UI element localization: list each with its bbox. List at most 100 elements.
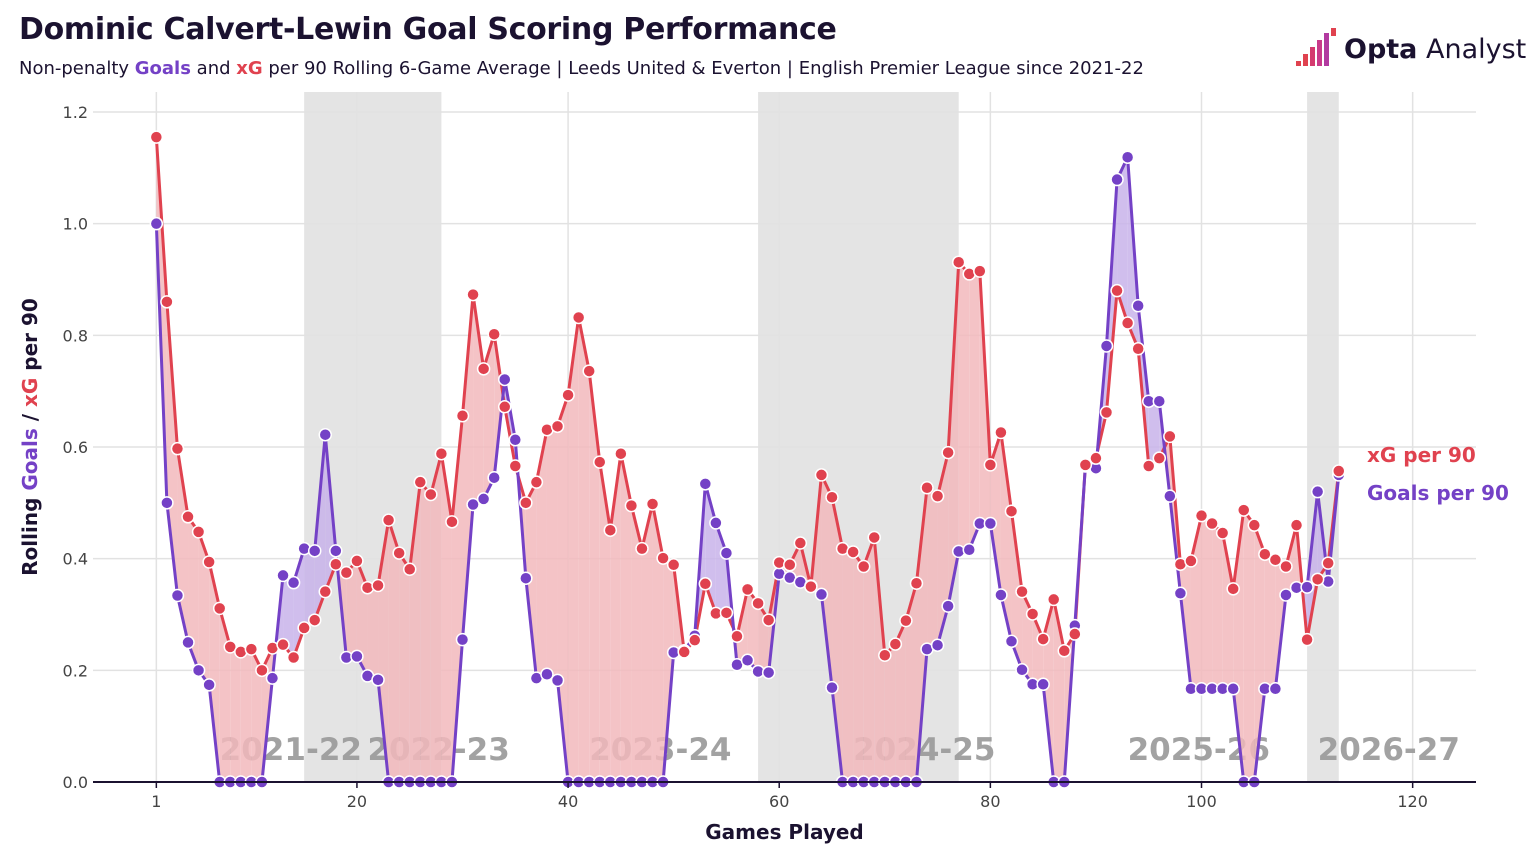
xg-point-104 bbox=[1236, 503, 1251, 517]
subtitle-xg-word: xG bbox=[236, 58, 263, 79]
fill-segment-27 bbox=[441, 453, 452, 782]
xg-point-37 bbox=[529, 475, 544, 489]
xg-series-label: xG per 90 bbox=[1367, 443, 1476, 467]
xg-point-26 bbox=[413, 475, 428, 489]
goals-point-94 bbox=[1131, 298, 1145, 313]
xg-point-71 bbox=[888, 637, 903, 651]
fill-segment-43 bbox=[610, 453, 621, 782]
fill-segment-7 bbox=[230, 646, 241, 782]
goals-point-55 bbox=[719, 546, 734, 560]
xg-point-43 bbox=[592, 455, 607, 469]
xg-point-25 bbox=[402, 562, 417, 577]
goals-point-110 bbox=[1300, 580, 1314, 594]
goals-point-32 bbox=[476, 492, 491, 506]
fill-segment-15 bbox=[314, 434, 326, 621]
xg-point-8 bbox=[223, 640, 237, 654]
xg-point-102 bbox=[1215, 526, 1230, 540]
xg-point-30 bbox=[455, 408, 470, 423]
fill-segment-39 bbox=[568, 317, 579, 782]
goals-point-107 bbox=[1268, 682, 1283, 696]
x-tick-label-1: 1 bbox=[151, 792, 161, 811]
fill-segment-105 bbox=[1264, 554, 1276, 689]
xg-point-31 bbox=[466, 287, 480, 302]
xg-point-32 bbox=[476, 362, 491, 376]
fill-segment-55 bbox=[736, 589, 748, 665]
fill-segment-56 bbox=[747, 589, 759, 672]
xg-point-70 bbox=[878, 648, 892, 663]
goals-point-91 bbox=[1099, 339, 1114, 353]
xg-point-87 bbox=[1057, 644, 1072, 658]
xg-point-63 bbox=[804, 579, 818, 594]
xg-point-113 bbox=[1332, 464, 1346, 478]
xg-point-65 bbox=[825, 490, 839, 504]
goals-point-33 bbox=[487, 470, 501, 485]
goals-point-30 bbox=[455, 632, 470, 647]
goals-point-98 bbox=[1173, 586, 1188, 601]
goals-point-65 bbox=[825, 680, 839, 695]
xg-point-91 bbox=[1099, 405, 1114, 420]
xg-point-34 bbox=[497, 400, 512, 414]
xg-point-15 bbox=[297, 621, 311, 635]
fill-segment-41 bbox=[589, 371, 600, 782]
xg-point-90 bbox=[1089, 451, 1103, 465]
xg-point-1 bbox=[149, 130, 164, 144]
fill-segment-107 bbox=[1285, 525, 1297, 595]
x-tick-label-40: 40 bbox=[558, 792, 578, 811]
fill-segment-31 bbox=[483, 334, 495, 499]
xg-point-111 bbox=[1310, 572, 1325, 587]
fill-segment-66 bbox=[853, 551, 864, 782]
y-axis-label: Rolling Goals / xG per 90 bbox=[18, 298, 42, 576]
fill-segment-63 bbox=[821, 474, 833, 688]
goals-point-39 bbox=[550, 673, 565, 688]
goals-point-53 bbox=[698, 477, 713, 491]
fill-segment-68 bbox=[874, 537, 885, 782]
xg-point-23 bbox=[381, 513, 396, 527]
xg-point-2 bbox=[160, 295, 174, 309]
goals-point-36 bbox=[519, 571, 533, 585]
x-tick-label-100: 100 bbox=[1186, 792, 1217, 811]
xg-point-95 bbox=[1141, 459, 1156, 473]
goals-point-76 bbox=[941, 599, 955, 613]
goals-point-85 bbox=[1036, 677, 1050, 692]
goals-point-97 bbox=[1163, 489, 1177, 503]
y-tick-label-1.2: 1.2 bbox=[63, 103, 88, 122]
y-axis-label-part-3: xG bbox=[18, 378, 42, 407]
xg-point-57 bbox=[740, 582, 755, 597]
goals-point-108 bbox=[1279, 588, 1293, 602]
fill-segment-45 bbox=[631, 505, 642, 782]
xg-point-24 bbox=[392, 546, 406, 560]
xg-point-68 bbox=[856, 559, 871, 574]
fill-segment-37 bbox=[546, 426, 558, 681]
fill-segment-101 bbox=[1222, 532, 1234, 689]
xg-point-48 bbox=[645, 497, 660, 511]
goals-point-22 bbox=[371, 673, 385, 687]
fill-segment-22 bbox=[388, 520, 400, 782]
chart-subtitle: Non-penalty Goals and xG per 90 Rolling … bbox=[19, 58, 1144, 79]
xg-point-62 bbox=[793, 536, 808, 550]
fill-segment-18 bbox=[346, 560, 357, 658]
xg-point-13 bbox=[276, 637, 290, 652]
goals-point-75 bbox=[930, 638, 945, 652]
fill-segment-40 bbox=[578, 317, 590, 782]
xg-point-11 bbox=[255, 663, 269, 678]
fill-segment-3 bbox=[188, 516, 199, 671]
fill-segment-65 bbox=[842, 548, 854, 782]
axes bbox=[93, 781, 1476, 788]
xg-point-75 bbox=[930, 489, 945, 503]
xg-point-16 bbox=[307, 613, 322, 627]
xg-point-97 bbox=[1163, 429, 1177, 444]
y-axis-label-part-2: / bbox=[18, 407, 42, 428]
xg-point-36 bbox=[519, 496, 533, 510]
y-tick-label-0.8: 0.8 bbox=[63, 326, 88, 345]
fill-segment-9 bbox=[251, 649, 262, 782]
subtitle-post: per 90 Rolling 6-Game Average | Leeds Un… bbox=[262, 58, 1144, 79]
goals-series-label: Goals per 90 bbox=[1367, 481, 1509, 505]
goals-point-111 bbox=[1310, 484, 1325, 499]
brand-name: Opta Analyst bbox=[1344, 33, 1527, 65]
y-tick-label-0.6: 0.6 bbox=[63, 438, 88, 457]
y-tick-label-0.4: 0.4 bbox=[63, 550, 88, 569]
axis-labels: Games Played Rolling Goals / xG per 90 bbox=[18, 298, 864, 844]
xg-point-58 bbox=[751, 596, 765, 611]
fill-segment-73 bbox=[927, 487, 938, 650]
